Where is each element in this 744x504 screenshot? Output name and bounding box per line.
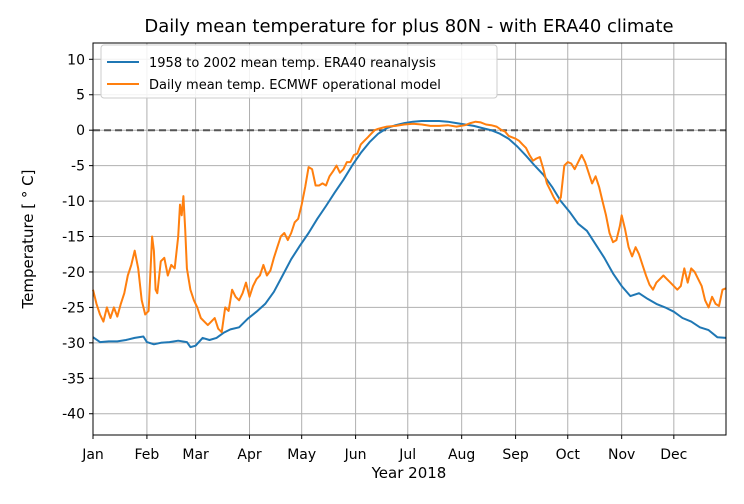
x-tick-label: Aug [448,447,475,463]
x-tick-label: Jul [398,447,416,463]
y-tick-label: -25 [62,300,85,316]
x-tick-label: Feb [135,447,160,463]
y-tick-label: 5 [76,88,85,104]
x-axis-ticks: Jan Feb Mar Apr May Jun Jul Aug Sep Oct Nov Dec [81,435,687,463]
y-tick-label: -20 [62,265,85,281]
y-tick-label: 10 [67,52,85,68]
y-tick-label: -10 [62,194,85,210]
x-tick-label: Sep [502,447,529,463]
y-tick-label: -40 [62,407,85,423]
x-tick-label: Dec [660,447,687,463]
legend-box [100,44,498,99]
x-tick-label: Oct [556,447,581,463]
x-axis-label: Year 2018 [371,464,447,482]
x-tick-label: Apr [237,447,261,463]
y-tick-label: 0 [76,123,85,139]
series-layer [92,120,727,349]
legend-label-era40: 1958 to 2002 mean temp. ERA40 reanalysis [149,56,436,71]
x-tick-label: Nov [608,447,635,463]
x-tick-label: Jan [81,447,104,463]
x-tick-label: May [287,447,316,463]
x-tick-label: Jun [344,447,367,463]
series-line-ecmwf [92,120,727,334]
x-tick-label: Mar [182,447,209,463]
plot-frame [92,42,727,436]
legend-label-ecmwf: Daily mean temp. ECMWF operational model [149,78,441,93]
y-tick-label: -30 [62,336,85,352]
y-axis-label: Temperature [ ° C] [19,170,37,310]
y-axis-ticks: 10 5 0 -5 -10 -15 -20 -25 -30 -35 -40 [62,52,93,423]
y-tick-label: -5 [71,159,85,175]
y-tick-label: -15 [62,230,85,246]
y-tick-label: -35 [62,371,85,387]
legend: 1958 to 2002 mean temp. ERA40 reanalysis… [100,44,498,99]
chart-title: Daily mean temperature for plus 80N - wi… [144,16,673,37]
